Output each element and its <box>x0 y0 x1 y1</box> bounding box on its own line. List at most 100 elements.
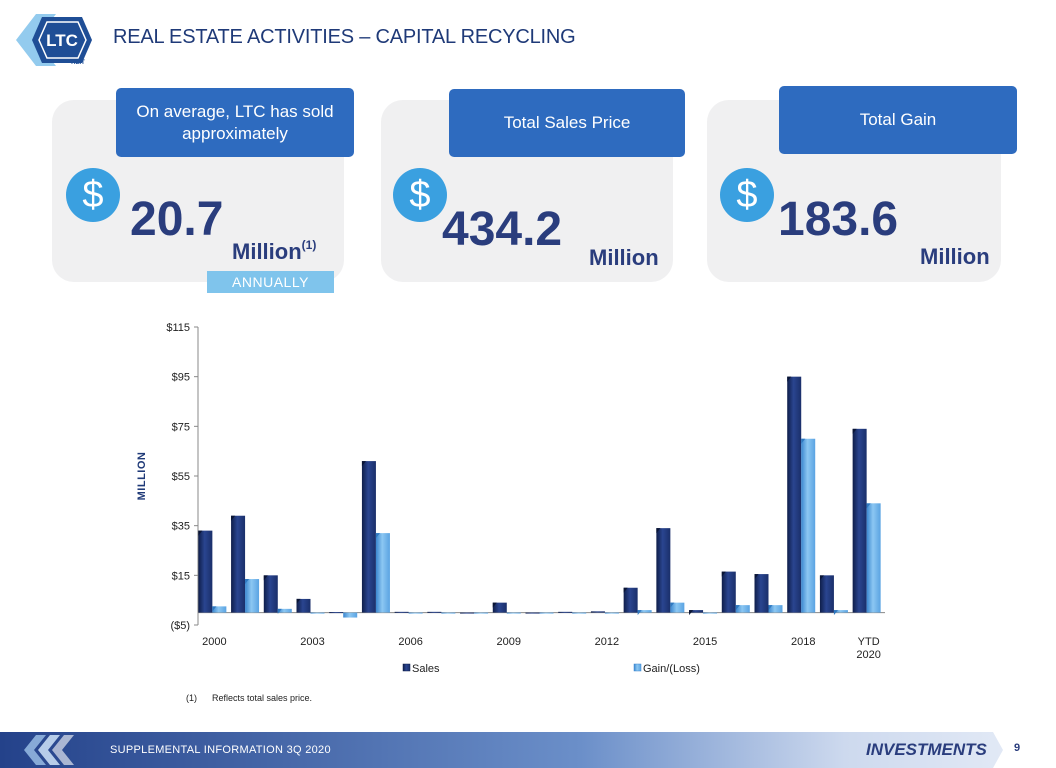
sales-bar <box>460 612 475 614</box>
gain-bar-bevel <box>866 503 871 509</box>
sales-bar-bevel <box>754 574 759 580</box>
gain-bar <box>670 602 685 613</box>
sales-bar-bevel <box>787 376 792 382</box>
gain-bar <box>506 612 521 614</box>
gain-bar <box>801 438 816 613</box>
annual-sales-unit: Million(1) <box>232 238 317 264</box>
sales-bar <box>721 571 736 613</box>
sales-bar <box>329 612 344 614</box>
footer-text: SUPPLEMENTAL INFORMATION 3Q 2020 <box>110 744 331 756</box>
gain-bar-bevel <box>637 610 642 616</box>
gain-bar <box>768 605 783 613</box>
gain-bar <box>833 610 848 613</box>
sales-bar-bevel <box>296 598 301 604</box>
sales-bar-bevel <box>819 575 824 581</box>
annual-sales-value: 20.7 <box>130 193 224 246</box>
legend-swatch-gain-bar <box>633 663 642 672</box>
gain-bar <box>604 612 619 614</box>
legend-label: Sales <box>412 663 440 675</box>
gain-bar <box>572 612 587 614</box>
gain-bar-bevel <box>277 608 282 614</box>
sales-bar <box>361 461 376 613</box>
total-gain-unit: Million <box>920 244 990 269</box>
x-tick-label: YTD 2020 <box>856 636 880 661</box>
sales-bar-bevel <box>198 530 203 536</box>
y-axis-label: MILLION <box>136 452 148 501</box>
sales-bar <box>558 611 573 613</box>
gain-bar <box>637 610 652 613</box>
footer-bar <box>0 732 1056 768</box>
sales-bar-bevel <box>231 515 236 521</box>
footnote: (1) Reflects total sales price. <box>186 693 312 703</box>
annually-badge: ANNUALLY <box>207 271 334 293</box>
svg-text:REIT: REIT <box>71 60 85 66</box>
x-tick-label: 2018 <box>791 636 815 648</box>
legend-swatch-sales-bar <box>402 663 411 672</box>
sales-bar <box>427 611 442 613</box>
sales-bar <box>394 611 409 613</box>
y-tick-label: ($5) <box>170 620 190 632</box>
sales-bar <box>296 598 311 613</box>
sales-bar-bevel <box>656 528 661 534</box>
sales-bar <box>263 575 278 613</box>
sales-bar-bevel <box>263 575 268 581</box>
dollar-icon: $ <box>66 168 120 222</box>
gain-bar-bevel <box>245 579 250 585</box>
gain-bar-bevel <box>801 438 806 444</box>
legend-label: Gain/(Loss) <box>643 663 700 675</box>
x-tick-label: 2015 <box>693 636 717 648</box>
dollar-icon: $ <box>720 168 774 222</box>
sales-bar <box>689 610 704 613</box>
x-tick-label: 2003 <box>300 636 324 648</box>
x-tick-label: 2012 <box>595 636 619 648</box>
y-tick-label: $75 <box>172 421 190 433</box>
total-gain-value: 183.6 <box>778 193 899 246</box>
sales-bar-bevel <box>492 602 497 608</box>
sales-bar <box>231 515 246 613</box>
gain-bar <box>245 579 260 613</box>
gain-bar-bevel <box>768 605 773 611</box>
y-tick-label: $15 <box>172 570 190 582</box>
gain-bar-bevel <box>670 602 675 608</box>
gain-bar <box>866 503 881 613</box>
sales-bar <box>590 611 605 613</box>
sales-bar <box>754 574 769 613</box>
sales-bar <box>623 587 638 613</box>
sales-bar-bevel <box>852 428 857 434</box>
section-label: INVESTMENTS <box>866 740 987 759</box>
y-tick-label: $95 <box>172 372 190 384</box>
total-sales-value: 434.2 <box>442 203 563 256</box>
dollar-icon: $ <box>393 168 447 222</box>
sales-bar-bevel <box>721 571 726 577</box>
gain-bar <box>212 606 227 613</box>
gain-bar <box>474 612 489 614</box>
sales-gain-bar-chart: ($5) $15 $35 $55 $75 $95 $115 MILLION 2000 2003 20… <box>136 322 885 675</box>
x-tick-label: 2009 <box>497 636 521 648</box>
gain-bar <box>703 612 718 614</box>
gain-bar <box>375 533 390 613</box>
footnote-number: (1) <box>186 693 197 703</box>
y-tick-label: $115 <box>166 322 190 334</box>
y-tick-label: $35 <box>172 521 190 533</box>
gain-bar <box>343 612 358 618</box>
gain-bar-bevel <box>833 610 838 616</box>
y-tick-label: $55 <box>172 471 190 483</box>
gain-bar <box>408 612 423 614</box>
ltc-reit-logo: LTC REIT <box>16 14 92 66</box>
sales-bar <box>852 428 867 613</box>
footnote-marker: (1) <box>301 238 317 252</box>
gain-bar <box>539 612 554 614</box>
page-title: REAL ESTATE ACTIVITIES – CAPITAL RECYCLI… <box>113 26 576 48</box>
gain-bar-bevel <box>212 606 217 612</box>
x-tick-label: 2000 <box>202 636 226 648</box>
sales-bar <box>787 376 802 613</box>
card-annual-sales-header: On average, LTC has sold approximately <box>116 88 354 157</box>
sales-bar <box>492 602 507 613</box>
page-number: 9 <box>1013 742 1021 754</box>
footnote-text: Reflects total sales price. <box>212 693 313 703</box>
gain-bar <box>310 612 325 614</box>
sales-bar-bevel <box>361 461 366 467</box>
gain-bar-bevel <box>735 605 740 611</box>
card-total-gain-header: Total Gain <box>779 86 1017 154</box>
sales-bar-bevel <box>689 610 694 616</box>
